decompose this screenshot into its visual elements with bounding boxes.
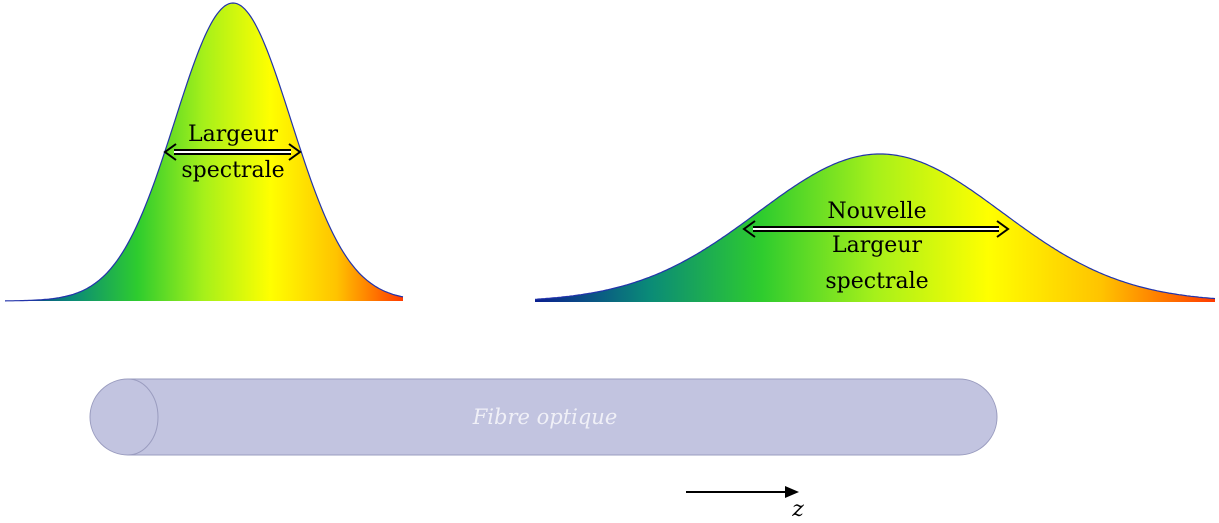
fibre-label: Fibre optique [472,405,618,429]
spectral-width-label-line2: spectrale [181,158,284,183]
pulse-before: Largeur spectrale [4,2,404,302]
spectral-width-label-line1: Largeur [188,122,279,147]
new-spectral-width-label-line3: spectrale [825,269,928,294]
z-axis-label: z [791,497,804,522]
pulse-before-outline [4,2,404,302]
new-spectral-width-label-line2: Largeur [832,233,923,258]
new-spectral-width-arrow [742,220,1010,238]
pulse-after: Nouvelle Largeur spectrale [534,153,1216,302]
optical-fibre: Fibre optique [89,378,998,456]
spectral-width-arrow [163,143,302,161]
fibre-end-face [127,378,159,456]
z-axis-arrowhead [785,486,799,498]
pulse-after-outline [534,153,1216,300]
fibre-body [89,378,998,456]
new-spectral-width-label-line1: Nouvelle [827,199,926,224]
propagation-axis: z [686,486,804,522]
